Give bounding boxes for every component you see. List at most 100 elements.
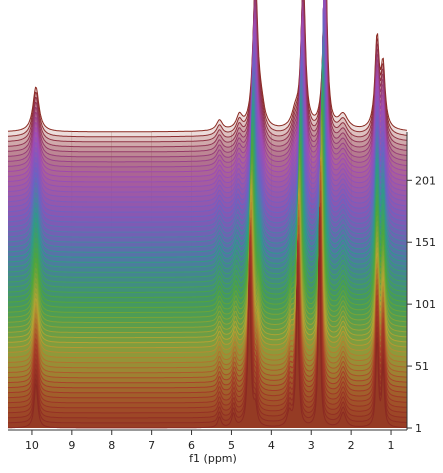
spectrum-fill	[8, 15, 407, 428]
spectrum-fill	[8, 171, 407, 429]
spectrum-trace	[7, 0, 408, 143]
spectrum-fill	[8, 0, 407, 428]
spectrum-trace	[8, 190, 407, 379]
spectrum-fill	[8, 158, 407, 429]
spectrum-trace	[7, 0, 408, 148]
spectrum-trace	[8, 225, 407, 419]
spectrum-fill	[8, 0, 407, 428]
spectrum-fill	[8, 0, 407, 428]
x-axis: 10 9 8 7 6 5 4 3 2 1	[25, 430, 395, 452]
x-tick-label: 2	[348, 439, 355, 452]
spectrum-fill	[8, 180, 407, 428]
spectrum-trace	[7, 74, 408, 273]
spectrum-trace	[7, 36, 408, 233]
spectrum-trace	[7, 111, 408, 308]
y-tick-label: 151	[415, 236, 436, 249]
spectrum-fill	[8, 81, 407, 429]
spectrum-trace	[8, 65, 407, 263]
spectrum-trace	[8, 0, 408, 153]
spectrum-fill	[8, 36, 407, 428]
spectrum-fill	[8, 165, 407, 428]
x-tick-label: 4	[268, 439, 275, 452]
spectrum-trace	[7, 157, 407, 349]
spectrum-trace	[8, 10, 408, 203]
spectrum-trace	[8, 0, 408, 138]
spectrum-trace	[8, 161, 407, 359]
spectrum-fill	[8, 10, 407, 428]
spectrum-trace	[8, 90, 408, 283]
spectrum-trace	[7, 211, 407, 409]
spectrum-fill	[8, 0, 407, 428]
y-tick-label: 51	[415, 360, 429, 373]
spectrum-trace	[8, 207, 407, 394]
spectrum-fill	[8, 207, 407, 428]
spectrum-trace	[8, 156, 408, 339]
spectrum-trace	[8, 62, 408, 258]
spectrum-trace	[7, 7, 408, 198]
spectrum-fill	[8, 0, 407, 428]
x-tick-label: 1	[388, 439, 395, 452]
spectrum-trace	[7, 44, 407, 238]
spectrum-trace	[7, 0, 407, 178]
spectrum-trace	[8, 0, 408, 188]
spectrum-fill	[8, 211, 407, 428]
spectrum-trace	[7, 135, 407, 328]
spectrum-trace	[8, 54, 408, 243]
spectrum-trace	[8, 0, 408, 193]
spectrum-trace	[8, 145, 407, 333]
spectrum-trace	[8, 206, 408, 399]
spectrum-trace	[8, 81, 407, 278]
y-tick-label: 201	[415, 174, 436, 187]
spectrum-trace	[7, 209, 407, 389]
spectrum-fill	[8, 18, 407, 429]
spectrum-trace	[8, 115, 408, 313]
spectrum-trace	[8, 12, 408, 208]
spectrum-fill	[8, 158, 407, 429]
spectrum-trace	[8, 120, 407, 318]
spectrum-trace	[8, 108, 408, 298]
spectrum-fill	[8, 120, 407, 428]
spectrum-trace	[8, 69, 408, 268]
x-tick-label: 6	[188, 439, 195, 452]
spectrum-fill	[8, 0, 407, 428]
spectrum-fill	[8, 0, 407, 428]
spectrum-trace	[8, 109, 407, 303]
spectrum-fill	[8, 74, 407, 429]
spectrum-fill	[8, 161, 407, 428]
spectrum-trace	[8, 216, 408, 414]
spectrum-fill	[8, 59, 407, 429]
x-tick-label: 10	[25, 439, 39, 452]
spectrum-trace	[8, 126, 408, 323]
spectrum-trace	[8, 207, 407, 404]
spectrum-fill	[8, 62, 407, 428]
x-axis-title: f1 (ppm)	[189, 452, 237, 465]
spectrum-trace	[7, 18, 408, 218]
spectrum-fill	[8, 207, 407, 428]
spectrum-trace	[7, 0, 408, 133]
spectrum-trace	[7, 249, 408, 429]
x-tick-label: 9	[68, 439, 75, 452]
spectrum-fill	[8, 206, 407, 428]
spectrum-fill	[8, 202, 407, 428]
spectrum-fill	[8, 0, 407, 428]
spectrum-trace	[7, 108, 408, 293]
spectrum-trace	[8, 0, 408, 173]
spectrum-fill	[8, 0, 407, 428]
spectrum-fill	[8, 60, 407, 429]
spectrum-trace	[7, 0, 408, 163]
spectrum-trace	[7, 0, 408, 183]
x-tick-label: 8	[108, 439, 115, 452]
x-tick-label: 7	[148, 439, 155, 452]
x-tick-label: 3	[308, 439, 315, 452]
spectrum-trace	[8, 23, 408, 223]
spectrum-fill	[8, 108, 407, 428]
spectrum-trace	[8, 202, 408, 384]
spectrum-trace	[8, 29, 408, 228]
spectrum-fill	[8, 157, 407, 428]
spectrum-fill	[8, 190, 407, 428]
spectrum-trace	[8, 180, 407, 374]
spectrum-trace	[8, 0, 408, 158]
x-tick-label: 5	[228, 439, 235, 452]
